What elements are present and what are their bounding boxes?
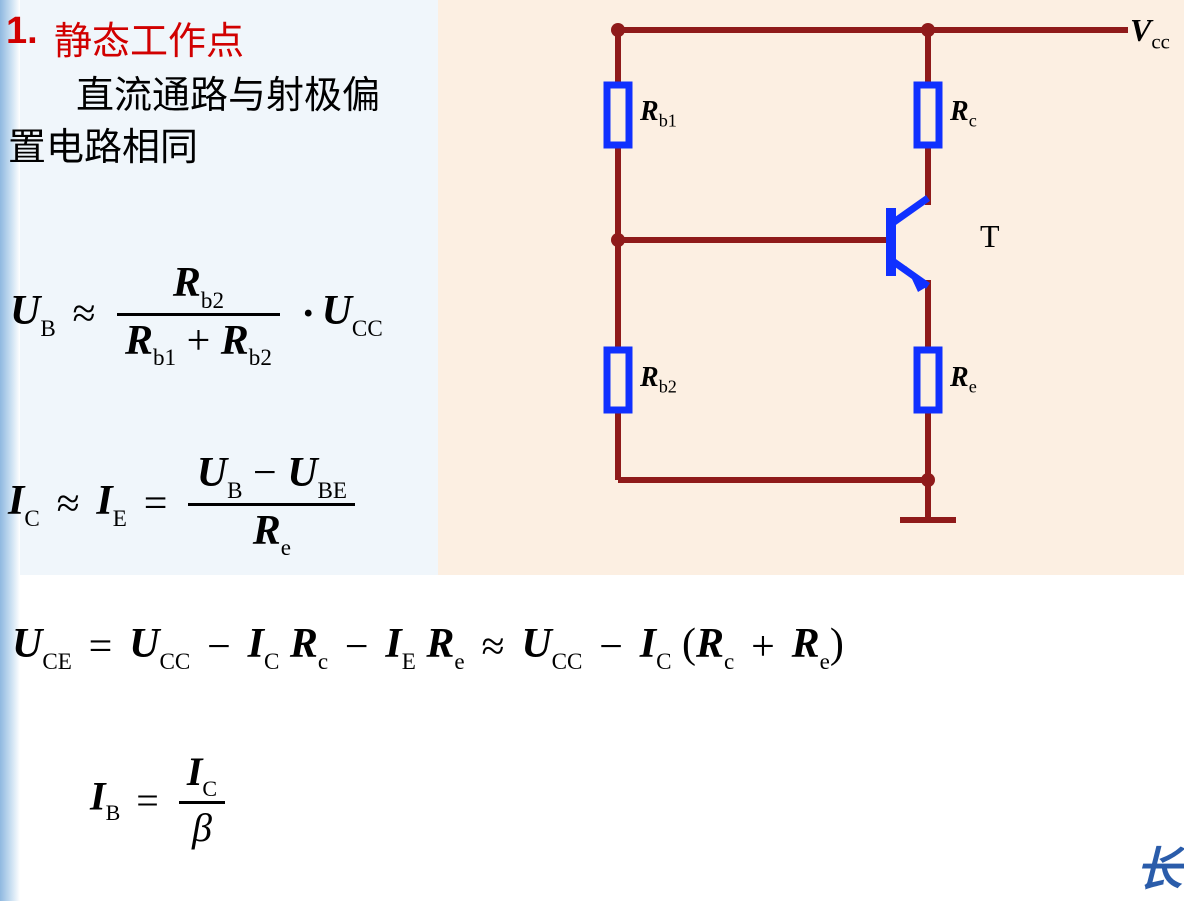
label-rb1: Rb1	[640, 96, 677, 132]
circuit-svg	[438, 0, 1184, 575]
heading-number: 1.	[6, 10, 38, 53]
label-transistor: T	[980, 218, 1000, 255]
label-rc: Rc	[950, 96, 977, 132]
label-re: Re	[950, 362, 977, 398]
body-line-2: 置电路相同	[8, 122, 198, 175]
circuit-diagram: Vcc Rb1 Rc Rb2 Re T	[438, 0, 1184, 575]
logo-corner: 长	[1136, 833, 1182, 899]
heading-title: 静态工作点	[54, 10, 244, 65]
equation-ib: IB = IC β	[90, 750, 229, 850]
equation-ub: UB ≈ Rb2 Rb1 + Rb2 ·UCC	[10, 260, 383, 369]
label-rb2: Rb2	[640, 362, 677, 398]
equation-ic: IC ≈ IE = UB − UBE Re	[8, 450, 360, 559]
equation-uce: UCE = UCC − IC Rc − IE Re ≈ UCC − IC (Rc…	[12, 620, 844, 672]
label-vcc: Vcc	[1130, 12, 1170, 54]
body-line-1: 直流通路与射极偏	[76, 70, 380, 123]
